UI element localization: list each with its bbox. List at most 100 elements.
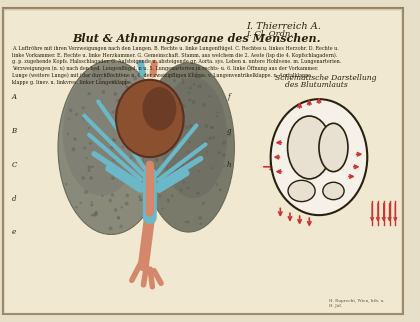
Circle shape	[187, 221, 189, 223]
FancyArrowPatch shape	[159, 144, 206, 180]
Circle shape	[117, 99, 118, 101]
Circle shape	[90, 177, 92, 179]
FancyArrowPatch shape	[141, 63, 142, 74]
Circle shape	[109, 199, 112, 202]
Circle shape	[134, 77, 136, 80]
FancyArrowPatch shape	[388, 204, 391, 221]
Circle shape	[131, 111, 133, 113]
Circle shape	[101, 102, 102, 104]
Circle shape	[209, 96, 210, 97]
Circle shape	[68, 118, 69, 119]
FancyArrowPatch shape	[156, 126, 197, 174]
Circle shape	[114, 209, 117, 211]
Circle shape	[95, 211, 97, 213]
Circle shape	[200, 223, 202, 225]
FancyArrowPatch shape	[159, 159, 201, 185]
Circle shape	[195, 69, 197, 71]
Text: f: f	[227, 93, 230, 101]
Circle shape	[125, 79, 127, 81]
Circle shape	[93, 70, 94, 71]
FancyArrowPatch shape	[277, 170, 281, 173]
Text: Lunge (weitere Lunge) mit (der durchflochtene n. 6. der zweizipfligen Klappe. v.: Lunge (weitere Lunge) mit (der durchfloc…	[12, 73, 312, 78]
Ellipse shape	[319, 123, 348, 172]
Circle shape	[112, 111, 114, 113]
Circle shape	[151, 116, 152, 117]
Circle shape	[141, 199, 142, 201]
Circle shape	[199, 216, 202, 219]
Circle shape	[121, 111, 122, 112]
Circle shape	[192, 101, 195, 104]
Circle shape	[109, 227, 112, 230]
Circle shape	[197, 160, 200, 163]
Circle shape	[89, 142, 91, 144]
FancyArrowPatch shape	[150, 269, 152, 287]
Circle shape	[139, 196, 141, 198]
Text: Blut & Athmungsorgane des Menschen.: Blut & Athmungsorgane des Menschen.	[73, 33, 321, 44]
Circle shape	[85, 118, 86, 120]
Circle shape	[195, 72, 197, 74]
Circle shape	[189, 125, 192, 127]
Circle shape	[92, 166, 93, 167]
FancyArrowPatch shape	[307, 101, 311, 105]
Circle shape	[216, 184, 218, 185]
FancyArrowPatch shape	[371, 204, 373, 221]
Circle shape	[187, 187, 189, 189]
Circle shape	[155, 123, 156, 124]
FancyArrowPatch shape	[382, 204, 385, 221]
Circle shape	[218, 152, 220, 154]
Circle shape	[124, 123, 126, 125]
Circle shape	[171, 89, 173, 90]
Circle shape	[107, 139, 108, 141]
Circle shape	[167, 199, 169, 201]
Circle shape	[140, 122, 142, 123]
Circle shape	[199, 146, 201, 148]
Circle shape	[124, 81, 126, 84]
FancyArrowPatch shape	[132, 261, 142, 280]
FancyArrowPatch shape	[144, 266, 147, 285]
Circle shape	[198, 85, 201, 88]
Circle shape	[74, 138, 76, 140]
FancyArrowPatch shape	[153, 63, 154, 74]
Circle shape	[188, 92, 190, 93]
Circle shape	[180, 189, 182, 191]
Circle shape	[121, 207, 122, 208]
Text: des Blutumlauts: des Blutumlauts	[285, 80, 348, 89]
Circle shape	[203, 202, 205, 203]
Circle shape	[156, 131, 158, 132]
Text: A: A	[12, 93, 17, 101]
FancyArrowPatch shape	[354, 165, 358, 168]
Circle shape	[211, 168, 212, 169]
Text: Schematische Darstellung: Schematische Darstellung	[276, 74, 377, 82]
Circle shape	[93, 213, 96, 216]
Circle shape	[148, 137, 151, 140]
Circle shape	[223, 141, 226, 144]
Circle shape	[181, 104, 183, 107]
Text: C: C	[12, 161, 17, 169]
Circle shape	[210, 126, 213, 128]
Circle shape	[114, 93, 117, 95]
Circle shape	[125, 179, 127, 181]
Text: linke Vorkammer. E. Rechte u. linke Herzkammer. G. Gemeinschaft. Stamm, aus welc: linke Vorkammer. E. Rechte u. linke Herz…	[12, 52, 337, 58]
Ellipse shape	[288, 116, 331, 179]
Circle shape	[66, 184, 67, 185]
FancyArrowPatch shape	[298, 216, 301, 223]
Circle shape	[84, 147, 86, 149]
FancyArrowPatch shape	[298, 104, 301, 108]
Text: g: g	[227, 127, 232, 135]
Circle shape	[185, 222, 186, 223]
Circle shape	[168, 85, 170, 86]
Circle shape	[153, 153, 155, 155]
Circle shape	[126, 86, 128, 88]
Circle shape	[91, 204, 93, 206]
Circle shape	[150, 188, 152, 191]
FancyArrowPatch shape	[154, 271, 161, 283]
Circle shape	[209, 137, 211, 139]
Text: e: e	[12, 229, 16, 236]
Circle shape	[167, 95, 169, 97]
Circle shape	[183, 141, 184, 143]
FancyArrowPatch shape	[307, 218, 311, 225]
Text: I. Thierreich A.: I. Thierreich A.	[247, 22, 321, 31]
Circle shape	[88, 166, 91, 169]
Circle shape	[124, 175, 126, 176]
Circle shape	[216, 116, 218, 117]
